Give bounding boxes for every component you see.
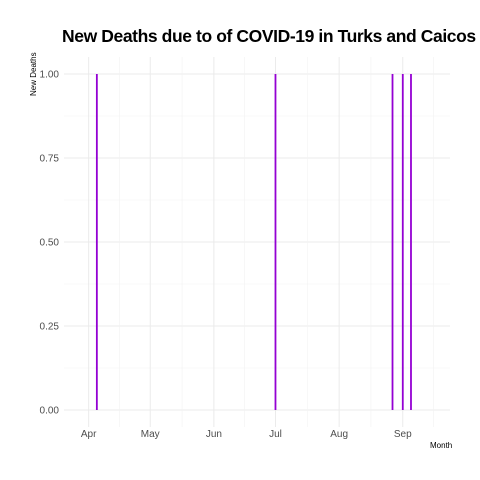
- y-tick-label: 0.00: [40, 406, 60, 417]
- y-tick-label: 0.50: [40, 238, 60, 249]
- x-tick-labels: Apr May Jun Jul Aug Sep: [81, 429, 412, 440]
- y-axis-label: New Deaths: [29, 52, 38, 96]
- x-tick-label: Jul: [269, 429, 282, 440]
- x-tick-label: Aug: [330, 429, 348, 440]
- bars: [95, 74, 412, 410]
- y-tick-labels: 0.00 0.25 0.50 0.75 1.00: [40, 70, 60, 417]
- x-axis-label: Month: [430, 441, 452, 450]
- y-tick-label: 1.00: [40, 70, 60, 81]
- x-tick-label: Apr: [81, 429, 97, 440]
- chart-title: New Deaths due to of COVID-19 in Turks a…: [62, 26, 480, 46]
- x-tick-label: May: [141, 429, 160, 440]
- y-tick-label: 0.25: [40, 322, 60, 333]
- x-tick-label: Sep: [394, 429, 412, 440]
- x-tick-label: Jun: [206, 429, 222, 440]
- y-tick-label: 0.75: [40, 154, 60, 165]
